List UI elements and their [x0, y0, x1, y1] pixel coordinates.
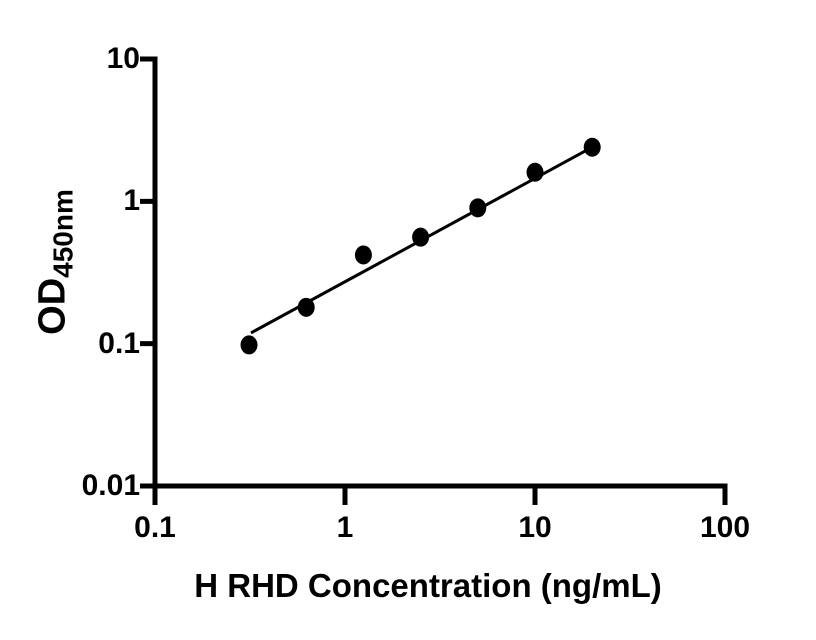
data-point	[240, 335, 258, 355]
x-tick-label: 100	[699, 511, 751, 544]
y-axis-title: OD450nm	[31, 189, 79, 335]
y-tick-label: 0.1	[98, 326, 140, 360]
data-point	[354, 245, 372, 265]
x-tick-label: 1	[336, 511, 354, 544]
data-point	[526, 162, 544, 182]
y-axis-title-subscript: 450nm	[47, 189, 79, 278]
x-axis-title: H RHD Concentration (ng/mL)	[194, 567, 662, 604]
x-tick-label: 10	[518, 511, 552, 544]
data-point	[583, 137, 601, 157]
data-point	[469, 198, 487, 218]
x-tick-label: 0.1	[134, 511, 176, 544]
y-tick-label: 10	[106, 42, 140, 75]
data-point	[297, 297, 315, 317]
y-axis-title-base: OD	[31, 277, 74, 335]
data-point	[412, 227, 430, 247]
y-tick-label: 1	[123, 184, 140, 218]
y-tick-label: 0.01	[81, 469, 140, 502]
